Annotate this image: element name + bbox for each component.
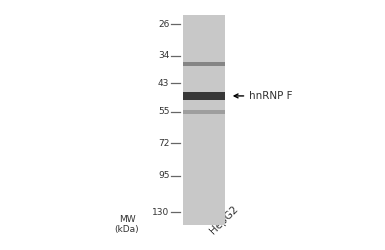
Text: hnRNP F: hnRNP F	[249, 91, 293, 101]
Text: 130: 130	[152, 208, 169, 217]
Text: 95: 95	[158, 171, 169, 180]
Text: 72: 72	[158, 139, 169, 148]
Text: 26: 26	[158, 20, 169, 29]
Text: MW
(kDa): MW (kDa)	[115, 215, 139, 234]
Text: 34: 34	[158, 51, 169, 60]
Text: 43: 43	[158, 78, 169, 88]
Text: 55: 55	[158, 107, 169, 116]
Text: HepG2: HepG2	[208, 204, 240, 236]
